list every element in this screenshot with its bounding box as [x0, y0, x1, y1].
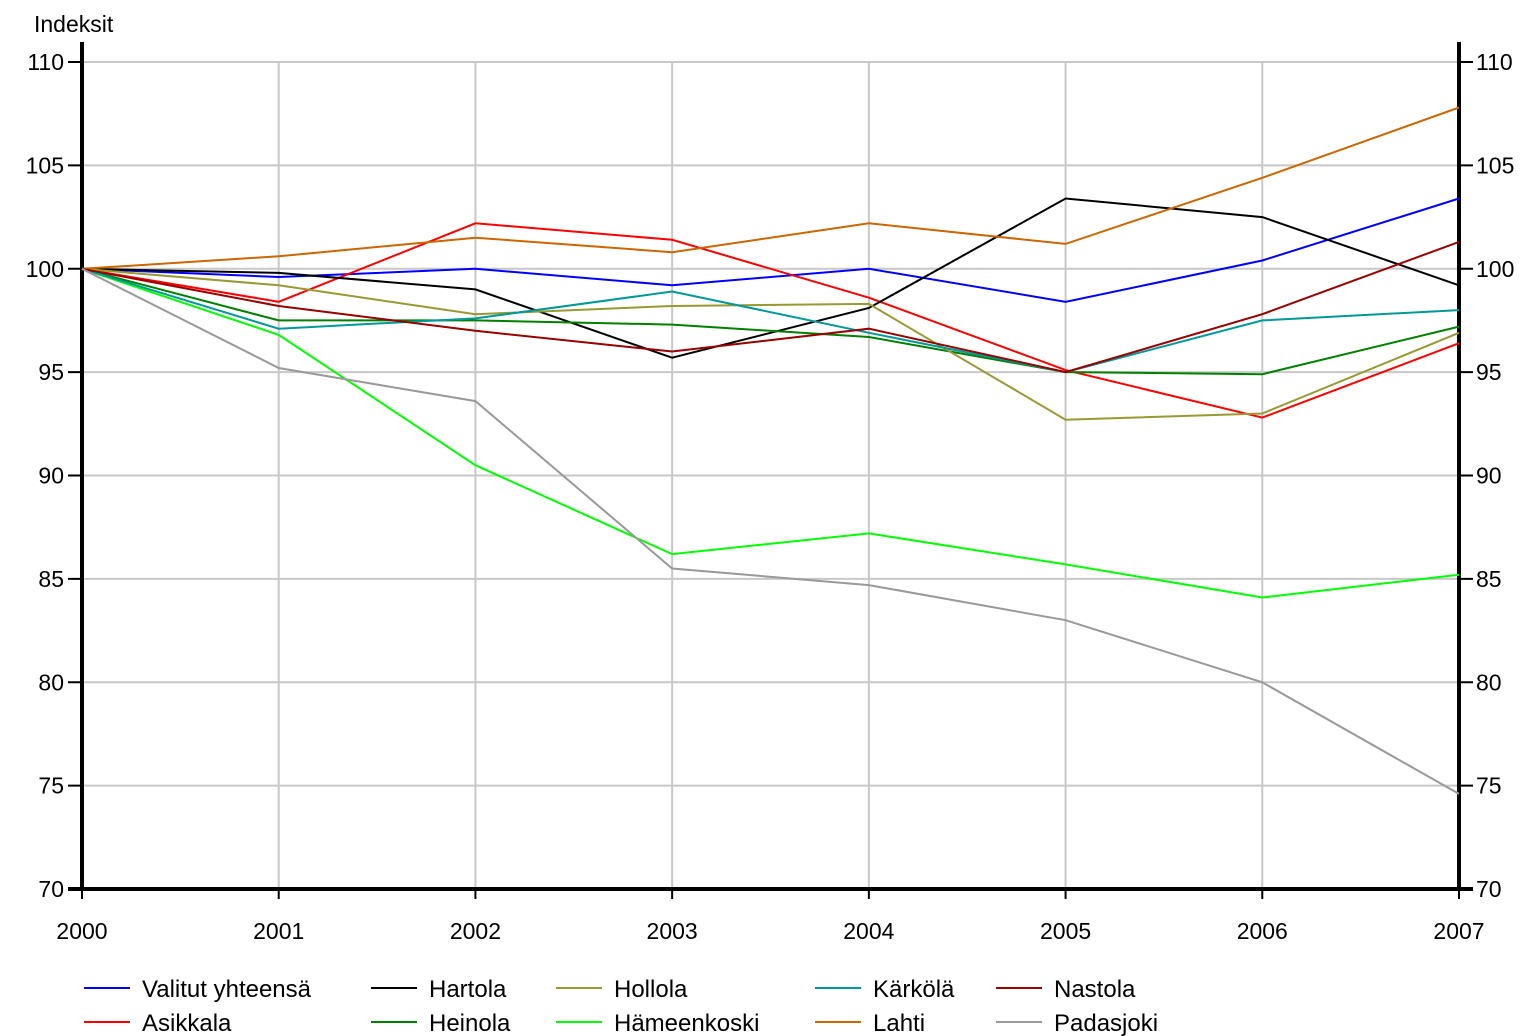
series-line-padasjoki — [81, 267, 1460, 795]
series-lines — [81, 106, 1460, 795]
legend-label-nastola: Nastola — [1054, 976, 1136, 1003]
legend-label-asikkala: Asikkala — [142, 1010, 232, 1036]
y-tick-label-left: 75 — [38, 773, 64, 799]
y-tick-label-right: 75 — [1476, 773, 1502, 799]
y-tick-label-right: 80 — [1476, 669, 1502, 695]
y-tick-label-right: 95 — [1476, 359, 1502, 385]
y-tick-label-left: 95 — [38, 359, 64, 385]
legend-label-hollola: Hollola — [614, 976, 688, 1003]
series-line-hartola — [81, 197, 1460, 359]
legend-label-hartola: Hartola — [429, 976, 507, 1003]
series-line-hämeenkoski — [81, 267, 1460, 599]
legend-label-kärkölä: Kärkölä — [873, 976, 955, 1003]
y-tick-label-left: 90 — [38, 463, 64, 489]
legend-label-lahti: Lahti — [873, 1010, 925, 1036]
legend-label-valitut-yhteensä: Valitut yhteensä — [142, 976, 312, 1003]
y-tick-label-left: 85 — [38, 566, 64, 592]
y-tick-label-right: 85 — [1476, 566, 1502, 592]
series-line-hollola — [81, 267, 1460, 421]
series-line-heinola — [81, 267, 1460, 376]
x-tick-label: 2003 — [647, 918, 698, 944]
x-tick-label: 2005 — [1040, 918, 1091, 944]
y-tick-label-right: 105 — [1476, 152, 1514, 178]
y-axis-label: Indeksit — [34, 11, 114, 37]
y-tick-label-left: 70 — [38, 876, 64, 902]
x-tick-label: 2002 — [450, 918, 501, 944]
series-line-lahti — [81, 106, 1460, 270]
y-tick-label-left: 100 — [26, 256, 64, 282]
y-tick-label-right: 100 — [1476, 256, 1514, 282]
x-tick-label: 2001 — [253, 918, 304, 944]
legend-label-padasjoki: Padasjoki — [1054, 1010, 1158, 1036]
y-tick-label-left: 80 — [38, 669, 64, 695]
y-tick-label-left: 105 — [26, 152, 64, 178]
legend-label-hämeenkoski: Hämeenkoski — [614, 1010, 759, 1036]
series-line-nastola — [81, 240, 1460, 374]
x-tick-label: 2007 — [1433, 918, 1484, 944]
legend: Valitut yhteensä Hartola Hollola Kärkölä Nas… — [84, 976, 1158, 1036]
y-tick-label-right: 70 — [1476, 876, 1502, 902]
legend-label-heinola: Heinola — [429, 1010, 511, 1036]
x-tick-label: 2006 — [1237, 918, 1288, 944]
axes: 70 70 75 75 80 80 85 85 90 90 95 95 100 100 105 105 110 1… — [26, 42, 1514, 944]
series-line-asikkala — [81, 222, 1460, 419]
y-tick-label-left: 110 — [27, 49, 64, 75]
grid — [81, 61, 1460, 890]
y-tick-label-right: 110 — [1476, 49, 1513, 75]
y-tick-label-right: 90 — [1476, 463, 1502, 489]
series-line-kärkölä — [81, 267, 1460, 374]
x-tick-label: 2000 — [56, 918, 107, 944]
x-tick-label: 2004 — [843, 918, 894, 944]
